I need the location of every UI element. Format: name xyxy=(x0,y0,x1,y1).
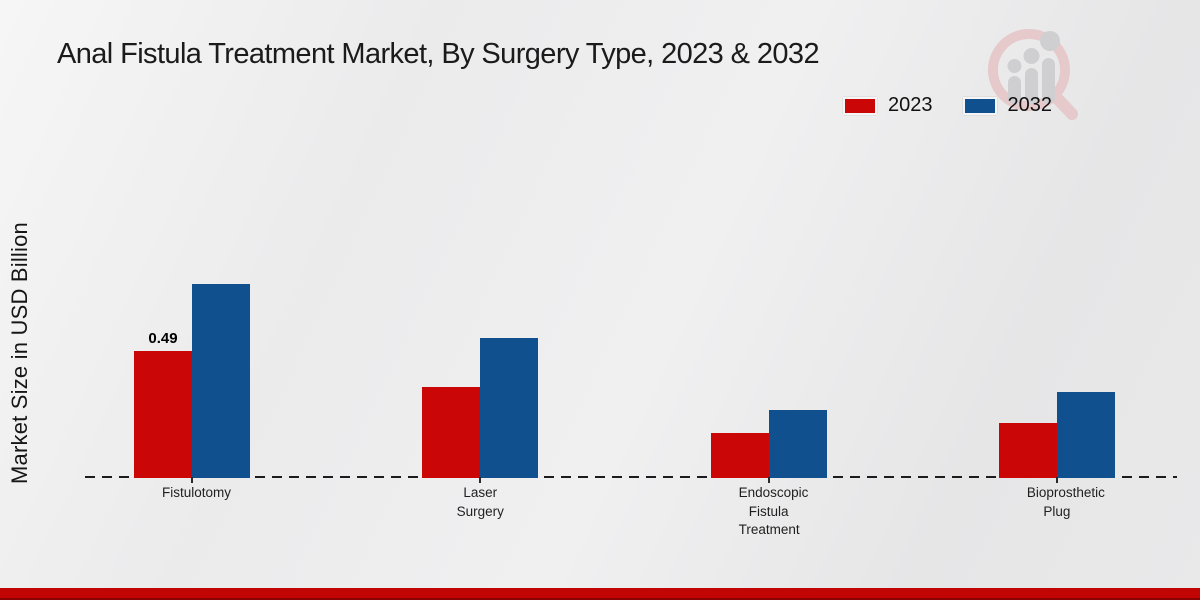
bar-2032-bioprosthetic-plug xyxy=(1056,392,1115,478)
bar-2032-fistulotomy xyxy=(192,284,250,478)
bar-value-label: 0.49 xyxy=(148,330,178,347)
x-axis-tick xyxy=(1055,477,1058,483)
x-axis-tick xyxy=(767,477,770,483)
category-label-bioprosthetic-plug: Bioprosthetic Plug xyxy=(1026,485,1105,519)
bar-2023-bioprosthetic-plug xyxy=(998,423,1057,478)
bar-2023-laser-surgery xyxy=(422,387,481,478)
legend-label-2023: 2023 xyxy=(888,94,933,116)
bar-2032-laser-surgery xyxy=(480,338,539,478)
x-axis-tick xyxy=(479,477,482,483)
x-axis-tick xyxy=(191,477,193,483)
legend-item-2032: 2032 xyxy=(962,94,1053,117)
legend-swatch-2023 xyxy=(843,96,877,115)
bar-2023-fistulotomy xyxy=(134,351,192,478)
legend-swatch-2032 xyxy=(962,96,997,115)
category-label-endoscopic-fistula-treatment: Endoscopic Fistula Treatment xyxy=(738,485,809,537)
x-axis-baseline xyxy=(85,476,1177,478)
bar-2023-endoscopic-fistula-treatment xyxy=(710,433,769,478)
category-label-laser-surgery: Laser Surgery xyxy=(456,485,504,519)
category-label-fistulotomy: Fistulotomy xyxy=(162,485,232,500)
footer-red-stripe xyxy=(0,588,1200,600)
market-research-future-logo-watermark xyxy=(988,29,1078,120)
legend: 2023 2032 xyxy=(843,94,1052,117)
bar-2032-endoscopic-fistula-treatment xyxy=(768,410,827,478)
legend-item-2023: 2023 xyxy=(843,94,933,117)
chart-title: Anal Fistula Treatment Market, By Surger… xyxy=(57,38,820,70)
legend-label-2032: 2032 xyxy=(1007,94,1053,116)
